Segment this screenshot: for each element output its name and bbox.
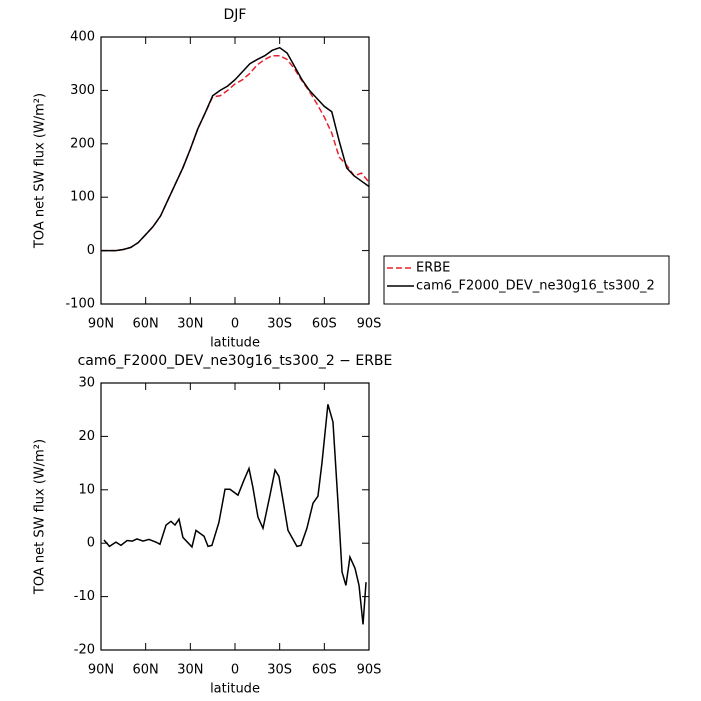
x-tick-label: 30S <box>267 317 292 332</box>
x-tick-label: 0 <box>231 663 239 678</box>
x-tick-label: 60S <box>312 317 337 332</box>
y-axis-label: TOA net SW flux (W/m²) <box>33 93 48 249</box>
x-tick-label: 90S <box>357 317 382 332</box>
x-tick-label: 90S <box>357 663 382 678</box>
y-tick-label: 0 <box>87 243 95 258</box>
x-axis-label: latitude <box>210 336 260 351</box>
plot-frame <box>100 36 370 305</box>
x-tick-label: 90N <box>88 663 114 678</box>
y-tick-label: -10 <box>74 589 95 604</box>
legend-box <box>383 255 670 305</box>
x-tick-label: 30N <box>177 317 203 332</box>
x-axis-label: latitude <box>210 682 260 697</box>
x-tick-label: 60N <box>133 663 159 678</box>
y-tick-label: 200 <box>70 136 95 151</box>
x-tick-label: 90N <box>88 317 114 332</box>
data-line <box>101 46 370 252</box>
legend-label: cam6_F2000_DEV_ne30g16_ts300_2 <box>416 279 655 294</box>
y-tick-label: -100 <box>65 297 95 312</box>
y-tick-label: 20 <box>78 429 95 444</box>
chart-title: DJF <box>224 7 247 23</box>
chart-title: cam6_F2000_DEV_ne30g16_ts300_2 − ERBE <box>78 353 393 369</box>
y-axis-label: TOA net SW flux (W/m²) <box>33 439 48 595</box>
y-tick-label: 300 <box>70 83 95 98</box>
y-tick-label: 30 <box>78 376 95 391</box>
y-tick-label: 0 <box>87 536 95 551</box>
x-tick-label: 0 <box>231 317 239 332</box>
plot-frame <box>100 382 370 651</box>
x-tick-label: 60S <box>312 663 337 678</box>
x-tick-label: 60N <box>133 317 159 332</box>
y-tick-label: 10 <box>78 482 95 497</box>
y-tick-label: 400 <box>70 30 95 45</box>
y-tick-label: 100 <box>70 190 95 205</box>
data-line <box>101 54 370 252</box>
y-tick-label: -20 <box>74 643 95 658</box>
x-tick-label: 30N <box>177 663 203 678</box>
x-tick-label: 30S <box>267 663 292 678</box>
legend-label: ERBE <box>416 261 450 276</box>
data-line <box>103 404 367 625</box>
